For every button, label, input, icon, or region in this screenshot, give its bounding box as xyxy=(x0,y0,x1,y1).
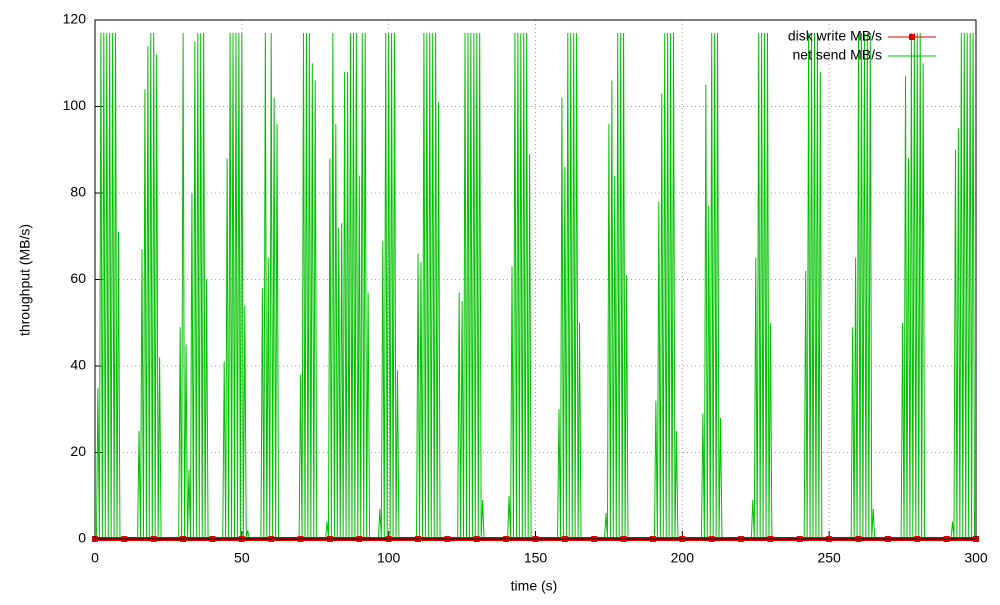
y-tick-label: 20 xyxy=(70,443,86,459)
x-tick-label: 50 xyxy=(234,550,250,566)
x-axis-label: time (s) xyxy=(511,578,558,594)
y-tick-label: 40 xyxy=(70,357,86,373)
y-axis-label: throughput (MB/s) xyxy=(17,224,33,336)
y-tick-label: 80 xyxy=(70,184,86,200)
x-tick-label: 150 xyxy=(524,550,548,566)
y-tick-label: 100 xyxy=(63,97,87,113)
plot-frame xyxy=(94,19,977,540)
x-tick-label: 100 xyxy=(377,550,401,566)
x-tick-label: 300 xyxy=(964,550,988,566)
legend-label: disk write MB/s xyxy=(788,28,882,44)
x-tick-label: 250 xyxy=(817,550,841,566)
y-tick-label: 0 xyxy=(78,530,86,546)
y-tick-label: 60 xyxy=(70,270,86,286)
series-line xyxy=(95,32,976,540)
x-tick-label: 200 xyxy=(671,550,695,566)
legend-label: net send MB/s xyxy=(793,47,883,63)
y-tick-label: 120 xyxy=(63,11,87,27)
legend-marker xyxy=(909,34,915,40)
x-tick-label: 0 xyxy=(91,550,99,566)
